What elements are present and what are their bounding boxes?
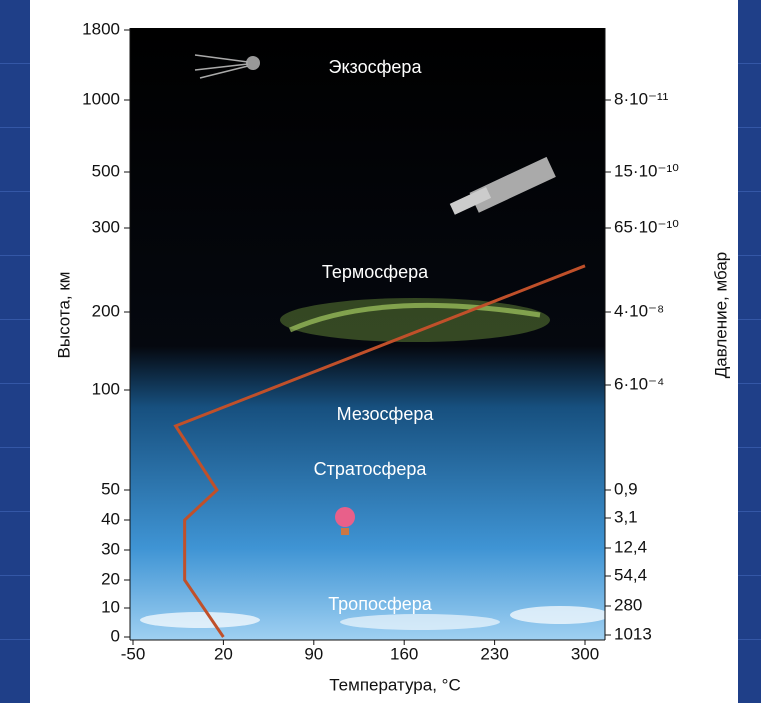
y2-axis-title: Давление, мбар bbox=[711, 252, 730, 379]
y-tick-label: 30 bbox=[101, 539, 120, 558]
y2-tick-label: 4·10⁻⁸ bbox=[614, 301, 664, 320]
y-tick-label: 10 bbox=[101, 597, 120, 616]
annotation: Стратосфера bbox=[314, 459, 428, 479]
y2-tick-label: 65·10⁻¹⁰ bbox=[614, 217, 679, 236]
y2-tick-label: 3,1 bbox=[614, 507, 638, 526]
temperature-line bbox=[173, 264, 586, 638]
y2-tick-label: 54,4 bbox=[614, 565, 647, 584]
y-tick-label: 20 bbox=[101, 569, 120, 588]
annotation: Экзосфера bbox=[329, 57, 423, 77]
y2-tick-label: 280 bbox=[614, 595, 642, 614]
y-axis-title: Высота, км bbox=[54, 272, 73, 359]
annotation: Тропосфера bbox=[328, 594, 433, 614]
x-axis-title: Температура, °C bbox=[329, 675, 460, 694]
x-tick-label: -50 bbox=[121, 644, 146, 663]
y-tick-label: 40 bbox=[101, 509, 120, 528]
decorations bbox=[140, 54, 610, 630]
y2-tick-label: 6·10⁻⁴ bbox=[614, 374, 664, 393]
y-tick-label: 50 bbox=[101, 479, 120, 498]
y2-tick-label: 8·10⁻¹¹ bbox=[614, 89, 669, 108]
y2-tick-label: 15·10⁻¹⁰ bbox=[614, 161, 679, 180]
x-tick-label: 230 bbox=[480, 644, 508, 663]
x-tick-label: 90 bbox=[304, 644, 323, 663]
y-tick-label: 200 bbox=[92, 301, 120, 320]
x-tick-label: 160 bbox=[390, 644, 418, 663]
y2-tick-label: 0,9 bbox=[614, 479, 638, 498]
plot-area bbox=[130, 28, 605, 640]
y2-tick-label: 1013 bbox=[614, 624, 652, 643]
y-tick-label: 100 bbox=[92, 379, 120, 398]
y-tick-label: 1000 bbox=[82, 89, 120, 108]
y-tick-label: 500 bbox=[92, 161, 120, 180]
y-tick-label: 0 bbox=[111, 626, 120, 645]
annotation: Мезосфера bbox=[337, 404, 435, 424]
x-tick-label: 300 bbox=[571, 644, 599, 663]
x-tick-label: 20 bbox=[214, 644, 233, 663]
y2-tick-label: 12,4 bbox=[614, 537, 647, 556]
annotation: Термосфера bbox=[322, 262, 429, 282]
y-tick-label: 1800 bbox=[82, 19, 120, 38]
y-tick-label: 300 bbox=[92, 217, 120, 236]
